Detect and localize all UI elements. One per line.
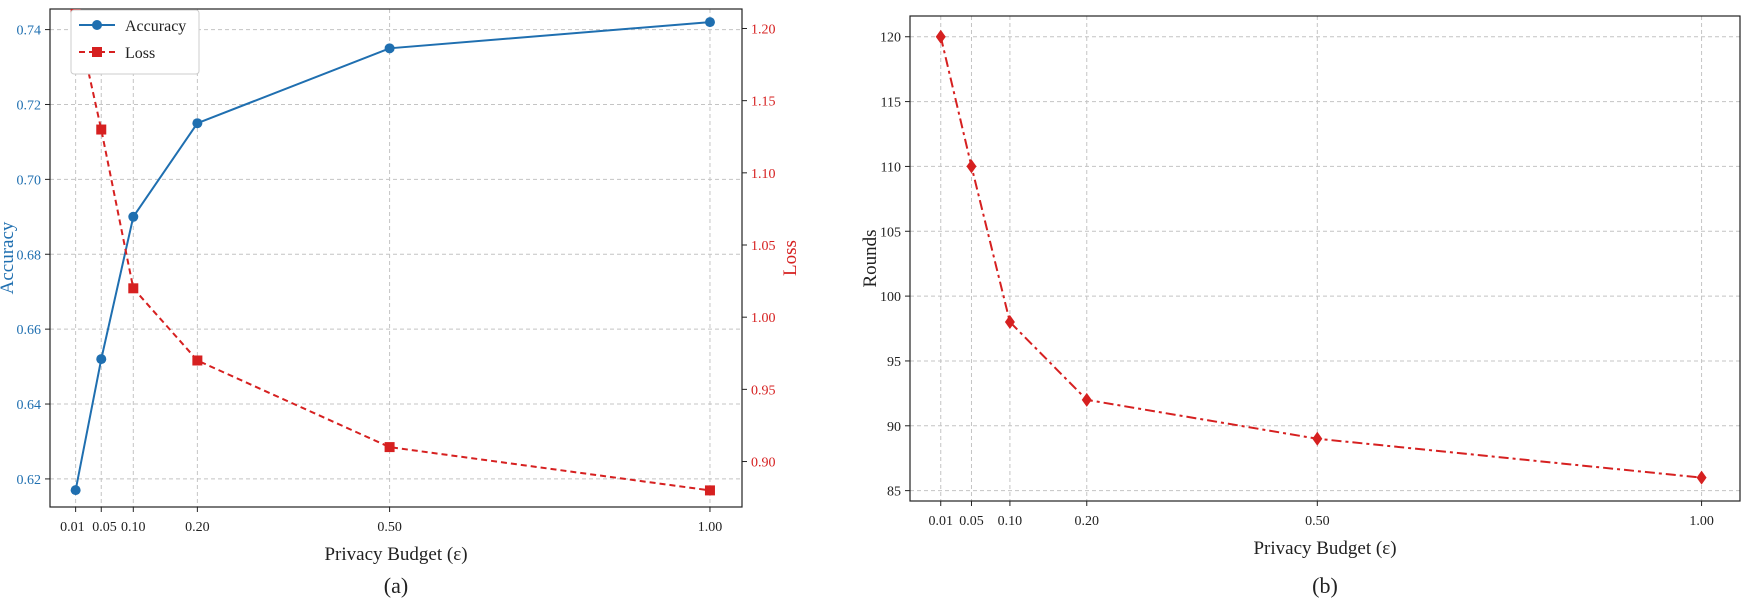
data-point [96,354,107,365]
y2-tick-label: 1.10 [751,167,776,182]
series-line-rounds [939,36,1702,479]
plot-area [50,9,742,507]
data-point [704,485,715,496]
x-tick-label: 0.50 [1305,514,1330,529]
x-tick-label: 0.05 [92,520,117,535]
data-point [192,118,203,129]
data-point [1696,470,1707,485]
y-tick-label: 120 [880,31,901,46]
x-tick-label: 1.00 [1689,514,1714,529]
x-tick-label: 0.50 [377,520,402,535]
series-line-accuracy [74,21,711,491]
y2-axis-label: Loss [780,240,801,276]
y-tick-label: 0.66 [17,323,42,338]
y-tick-label: 105 [880,225,901,240]
x-tick-label: 0.10 [121,520,146,535]
data-point [384,442,395,453]
data-point [1081,392,1092,407]
x-tick-label: 0.05 [959,514,984,529]
data-point [935,29,946,44]
y-tick-label: 0.68 [17,248,42,263]
plot-frame [909,15,1741,502]
y2-tick-label: 0.90 [751,456,776,471]
x-tick-label: 0.01 [60,520,85,535]
data-point [128,283,139,294]
data-point [384,43,395,54]
legend-label: Loss [125,45,155,62]
y-tick-label: 90 [887,420,901,435]
legend-marker [92,47,102,57]
x-tick-label: 0.20 [1075,514,1100,529]
y2-tick-label: 0.95 [751,383,776,398]
data-point [1312,431,1323,446]
x-tick-label: 0.10 [998,514,1023,529]
y-tick-label: 85 [887,485,901,500]
x-tick-label: 0.01 [928,514,953,529]
y-tick-label: 115 [881,96,901,111]
y-tick-label: 100 [880,290,901,305]
x-axis-label: Privacy Budget (ε) [324,544,467,565]
plot-frame [49,8,743,508]
panel-label: (b) [1312,573,1338,598]
data-point [1004,315,1015,330]
x-tick-label: 0.20 [185,520,210,535]
y2-tick-label: 1.15 [751,95,776,110]
y2-tick-label: 1.00 [751,311,776,326]
panel-label: (a) [384,573,408,598]
data-point [70,485,81,496]
y-tick-label: 0.74 [17,24,42,39]
y-tick-label: 95 [887,355,901,370]
plot-area [910,16,1740,501]
series-line-loss [74,13,711,492]
data-point [128,211,139,222]
data-point [966,159,977,174]
y-axis-label: Rounds [860,229,881,287]
x-axis-label: Privacy Budget (ε) [1253,538,1396,559]
legend-label: Accuracy [125,18,186,35]
legend-marker [92,20,102,30]
y-tick-label: 0.64 [17,398,42,413]
y2-tick-label: 1.20 [751,22,776,37]
y-tick-label: 0.62 [17,473,42,488]
y-tick-label: 0.70 [17,173,42,188]
data-point [192,355,203,366]
y-tick-label: 110 [881,160,901,175]
y-tick-label: 0.72 [17,98,42,113]
data-point [96,124,107,135]
x-tick-label: 1.00 [698,520,723,535]
y-axis-label: Accuracy [0,221,18,294]
y2-tick-label: 1.05 [751,239,776,254]
data-point [704,17,715,28]
